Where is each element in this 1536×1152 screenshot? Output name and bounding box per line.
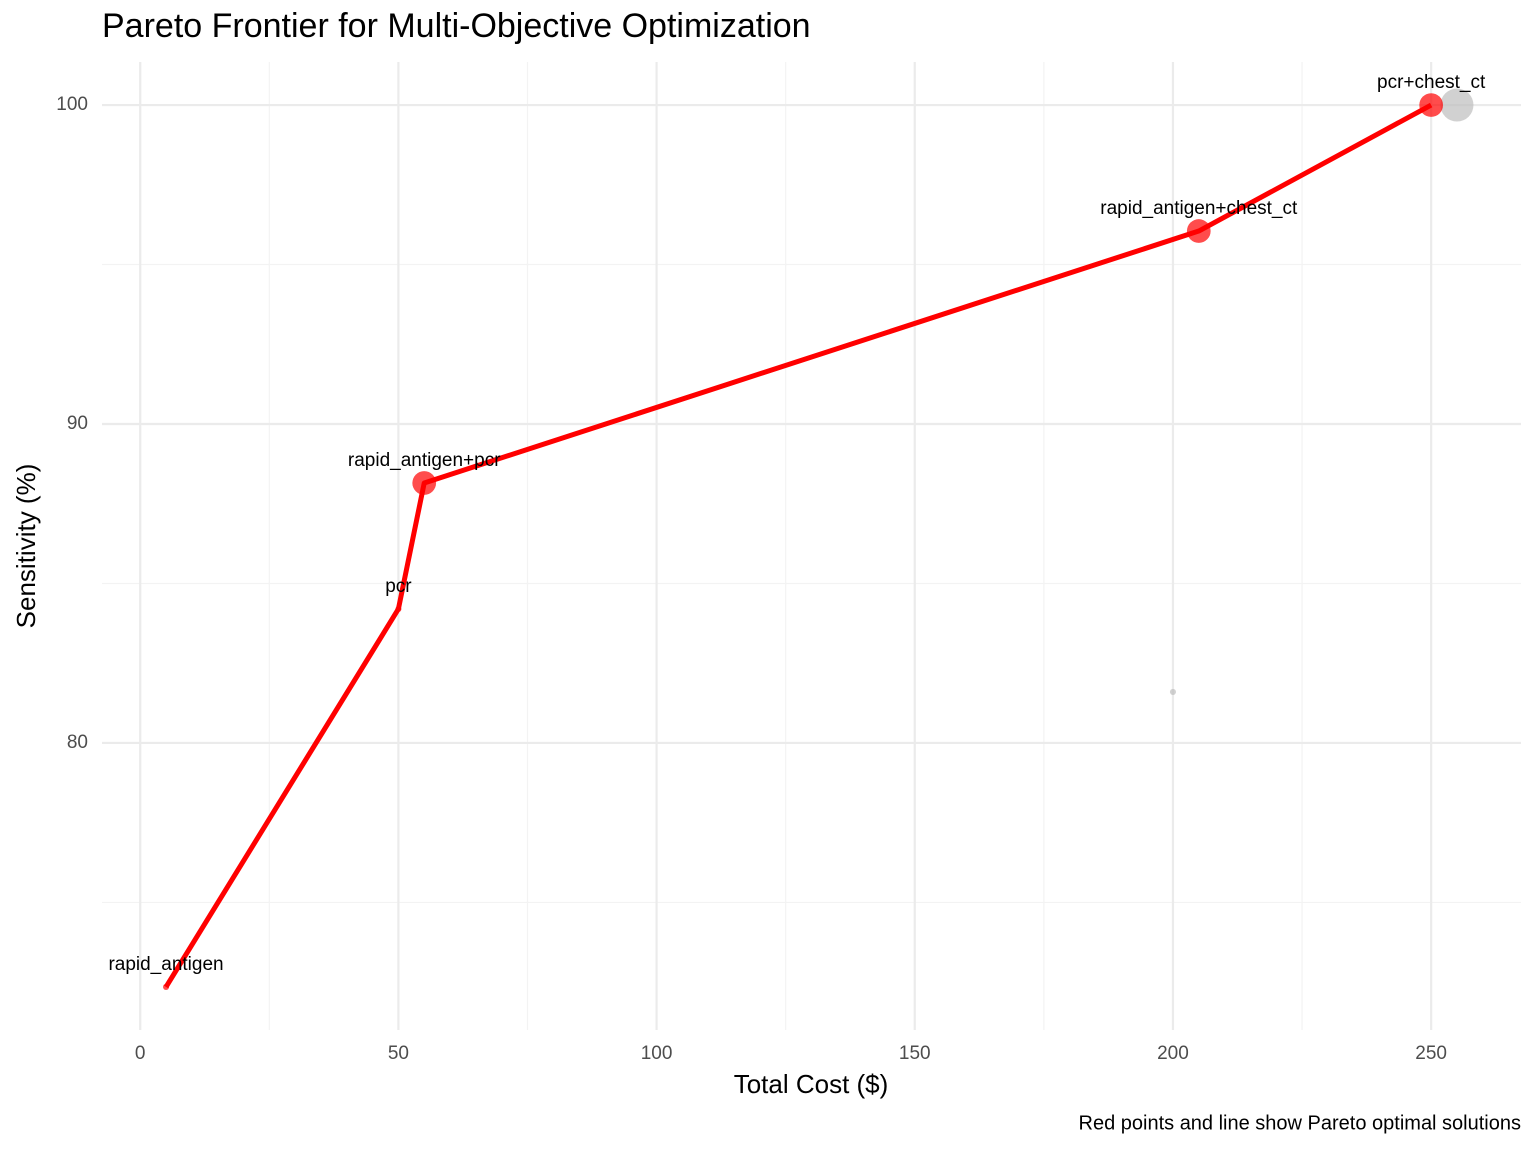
x-tick-label: 200 [1157,1043,1189,1064]
point [1440,88,1474,122]
x-tick-label: 150 [899,1043,931,1064]
pareto-point [412,471,437,495]
caption: Red points and line show Pareto optimal … [1079,1112,1521,1134]
pareto-point [1419,93,1444,117]
y-tick-label: 90 [67,413,88,434]
x-tick-label: 50 [388,1043,409,1064]
y-axis-title: Sensitivity (%) [11,464,41,629]
point-label: rapid_antigen+pcr [348,450,501,471]
pareto-point [162,983,170,990]
x-axis-title: Total Cost ($) [734,1069,889,1099]
point-label: rapid_antigen+chest_ct [1100,198,1298,219]
point-label: pcr+chest_ct [1377,72,1486,93]
point-label: pcr [385,576,412,597]
x-tick-label: 0 [135,1043,146,1064]
y-tick-label: 100 [56,94,88,115]
pareto-line [163,102,1433,989]
x-tick-label: 250 [1415,1043,1447,1064]
pareto-point [1186,219,1211,243]
point [1169,688,1176,695]
y-tick-label: 80 [67,732,88,753]
chart-title: Pareto Frontier for Multi-Objective Opti… [102,7,811,45]
x-tick-label: 100 [641,1043,673,1064]
pareto-point [395,605,402,613]
point-label: rapid_antigen [108,954,223,975]
